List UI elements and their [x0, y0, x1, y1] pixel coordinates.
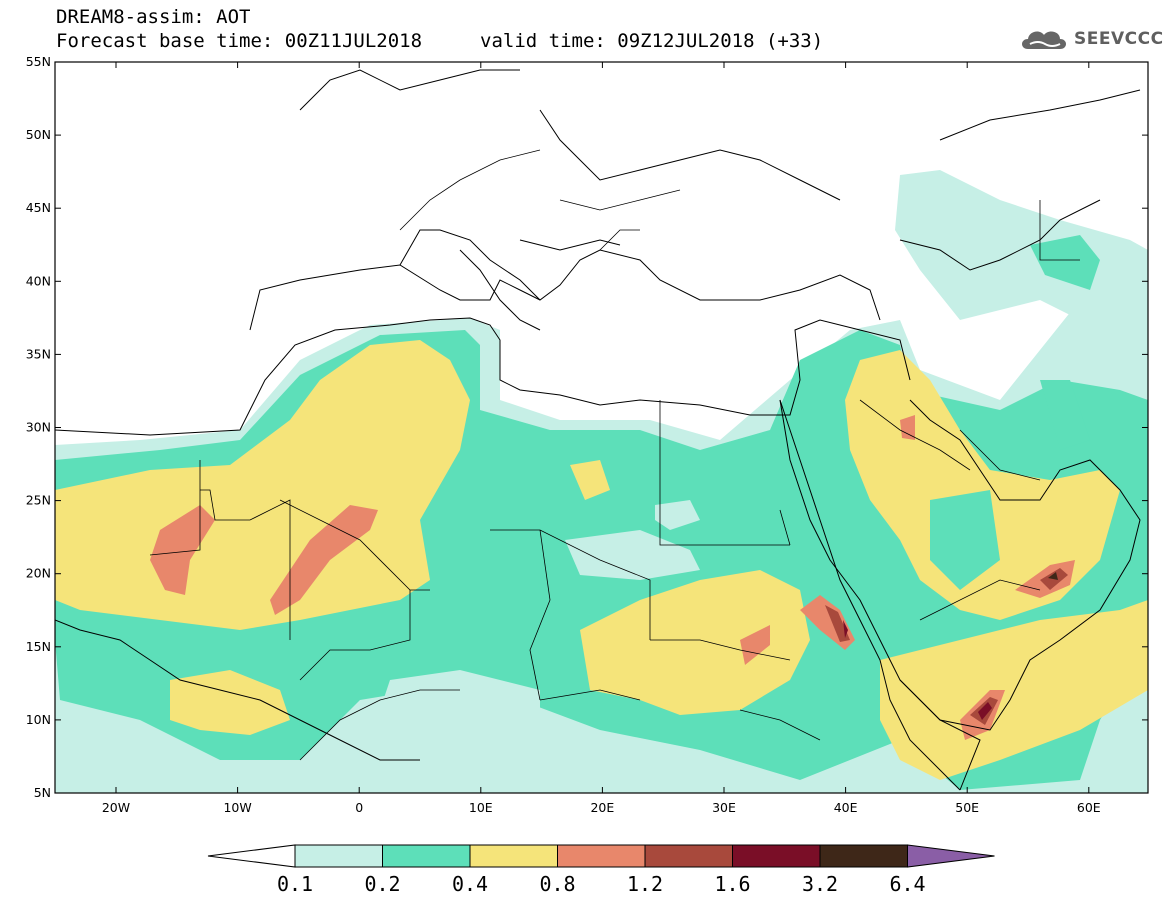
aot-band-0-4	[580, 570, 810, 715]
aot-band-0-1	[895, 170, 1148, 330]
longitude-axis: 20W 10W 0 10E 20E 30E 40E 50E 60E	[102, 62, 1101, 815]
logo-text: SEEVCCC	[1074, 29, 1164, 49]
colorbar	[207, 844, 995, 868]
borders	[149, 149, 1080, 761]
colorbar-label: 0.1	[276, 872, 314, 896]
aot-band-0-2	[930, 490, 1000, 590]
colorbar-label: 6.4	[889, 872, 926, 896]
coastlines	[55, 69, 1141, 791]
aot-band-0-4	[55, 340, 470, 630]
aot-band-0-2	[1030, 235, 1100, 290]
colorbar-label: 0.4	[451, 872, 489, 896]
colorbar-label: 1.6	[714, 872, 751, 896]
aot-band-1-6	[978, 702, 992, 720]
aot-band-0-4	[170, 670, 290, 735]
valid-time: valid time: 09Z12JUL2018 (+33)	[480, 30, 824, 52]
colorbar-min-arrow	[207, 844, 296, 868]
aot-band-1-6	[843, 620, 848, 638]
aot-band-1-2	[825, 605, 850, 642]
lat-tick-label: 10N	[26, 712, 51, 727]
colorbar-segment	[294, 844, 383, 868]
lon-tick-label: 30E	[712, 800, 736, 815]
lat-tick-label: 5N	[34, 785, 51, 800]
aot-band-0-1	[565, 530, 700, 580]
aot-band-0-8	[900, 415, 915, 440]
colorbar-segment	[382, 844, 471, 868]
lat-tick-label: 35N	[26, 346, 51, 361]
cloud-icon	[1022, 31, 1066, 49]
colorbar-label: 0.8	[539, 872, 576, 896]
colorbar-label: 1.2	[626, 872, 664, 896]
lon-tick-label: 20W	[102, 800, 130, 815]
lat-tick-label: 45N	[26, 200, 51, 215]
lat-tick-label: 20N	[26, 566, 51, 581]
colorbar-segment	[557, 844, 646, 868]
aot-band-0-4	[570, 460, 610, 500]
lon-tick-label: 40E	[834, 800, 858, 815]
lat-tick-label: 50N	[26, 127, 51, 142]
aot-band-0-2	[1040, 380, 1090, 450]
lat-tick-label: 55N	[26, 54, 51, 69]
lat-tick-label: 40N	[26, 273, 51, 288]
latitude-axis: 55N 50N 45N 40N 35N 30N 25N 20N 15N 10N 5N	[26, 54, 1148, 800]
colorbar-label: 3.2	[801, 872, 839, 896]
lon-tick-label: 0	[355, 800, 363, 815]
colorbar-segment	[644, 844, 733, 868]
lon-tick-label: 50E	[955, 800, 979, 815]
colorbar-segment	[469, 844, 558, 868]
aot-band-0-4	[880, 600, 1148, 780]
lat-tick-label: 30N	[26, 420, 51, 435]
aot-band-3-2	[1048, 572, 1058, 580]
seevccc-logo: SEEVCCC	[1018, 24, 1164, 54]
map-title: DREAM8-assim: AOT	[56, 6, 251, 28]
lat-tick-label: 15N	[26, 639, 51, 654]
aot-band-0-8	[150, 505, 215, 595]
colorbar-segment	[819, 844, 908, 868]
aot-band-0-1	[380, 670, 540, 720]
aot-band-0-8	[270, 505, 378, 615]
aot-field	[55, 69, 1148, 793]
lat-tick-label: 25N	[26, 493, 51, 508]
colorbar-label: 0.2	[364, 872, 401, 896]
colorbar-max-arrow	[907, 844, 995, 868]
aot-band-0-1	[655, 500, 700, 530]
lon-tick-label: 60E	[1077, 800, 1101, 815]
colorbar-segment	[732, 844, 821, 868]
forecast-base-time: Forecast base time: 00Z11JUL2018	[56, 30, 423, 52]
lon-tick-label: 10W	[223, 800, 251, 815]
lon-tick-label: 20E	[590, 800, 614, 815]
aot-band-0-8	[740, 625, 770, 665]
lon-tick-label: 10E	[469, 800, 493, 815]
